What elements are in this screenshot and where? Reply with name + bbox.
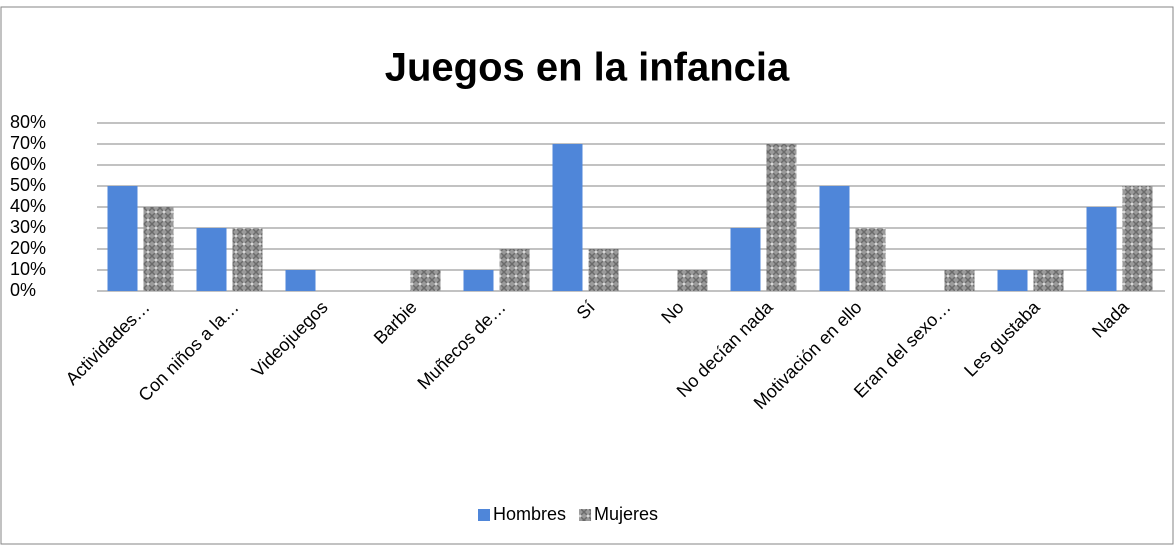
y-tick-label: 10% xyxy=(10,259,46,279)
y-tick-label: 80% xyxy=(10,112,46,132)
bar xyxy=(463,270,494,291)
bar xyxy=(766,144,797,291)
y-tick-label: 70% xyxy=(10,133,46,153)
bar xyxy=(552,144,583,291)
bar xyxy=(1122,186,1153,291)
bar xyxy=(819,186,850,291)
bar xyxy=(143,207,174,291)
chart-title: Juegos en la infancia xyxy=(385,46,790,90)
bar xyxy=(944,270,975,291)
chart-border xyxy=(0,6,1174,545)
legend-label: Mujeres xyxy=(594,504,658,524)
bar xyxy=(410,270,441,291)
bar xyxy=(730,228,761,291)
y-tick-label: 0% xyxy=(10,280,36,300)
bar xyxy=(1033,270,1064,291)
y-tick-label: 40% xyxy=(10,196,46,216)
bar xyxy=(499,249,530,291)
legend-label: Hombres xyxy=(493,504,566,524)
y-tick-label: 20% xyxy=(10,238,46,258)
bar xyxy=(997,270,1028,291)
bar xyxy=(232,228,263,291)
bar xyxy=(285,270,316,291)
bar xyxy=(855,228,886,291)
bar xyxy=(107,186,138,291)
bar xyxy=(196,228,227,291)
y-tick-label: 30% xyxy=(10,217,46,237)
bar xyxy=(677,270,708,291)
bar xyxy=(1086,207,1117,291)
bar xyxy=(588,249,619,291)
legend-swatch xyxy=(579,509,592,521)
legend-swatch xyxy=(478,509,490,521)
y-tick-label: 60% xyxy=(10,154,46,174)
y-tick-label: 50% xyxy=(10,175,46,195)
